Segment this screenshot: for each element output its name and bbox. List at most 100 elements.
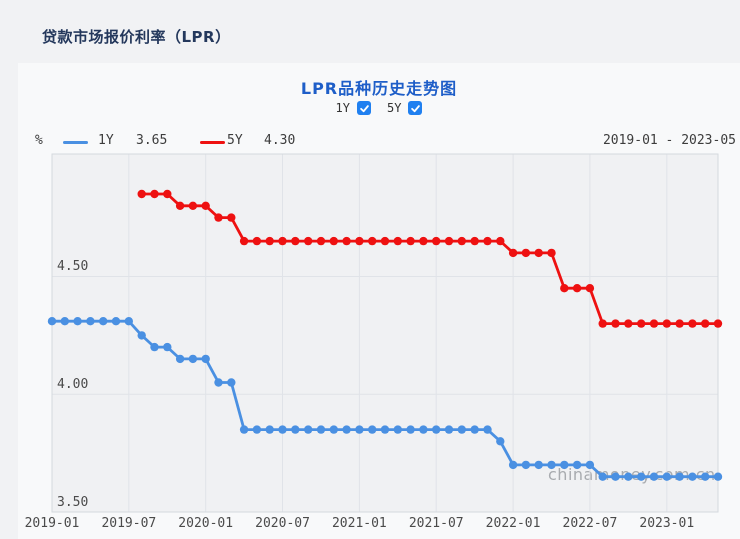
data-point-5y <box>521 248 531 258</box>
x-axis-label: 2023-01 <box>639 516 695 531</box>
data-point-5y <box>265 236 274 246</box>
y-axis-label: 4.00 <box>57 377 89 393</box>
data-point-1y <box>419 425 428 434</box>
data-point-1y <box>137 331 146 340</box>
chart-panel: LPR品种历史走势图 1Y 5Y % 1Y 3.65 5Y 4.30 20 <box>18 63 740 539</box>
data-point-1y <box>560 460 569 470</box>
data-point-1y <box>444 425 454 434</box>
data-point-5y <box>534 248 543 258</box>
data-point-5y <box>201 201 210 210</box>
data-point-1y <box>163 342 172 352</box>
chart-title: LPR品种历史走势图 <box>300 79 458 98</box>
data-point-1y <box>60 317 69 326</box>
legend-line-5y-icon <box>200 141 225 144</box>
x-axis-label: 2022-07 <box>562 516 618 531</box>
data-point-5y <box>137 189 146 199</box>
data-point-1y <box>291 425 300 434</box>
checkbox-1y[interactable] <box>357 101 371 115</box>
data-point-1y <box>611 472 620 481</box>
data-point-5y <box>662 319 671 328</box>
toggle-1y[interactable]: 1Y <box>336 101 371 115</box>
data-point-1y <box>342 425 351 434</box>
legend-name-5y: 5Y <box>227 133 243 148</box>
x-axis: 2019-01 2019-07 2020-01 2020-07 2021-01 2021-… <box>18 516 740 532</box>
data-point-1y <box>496 437 505 446</box>
data-point-5y <box>508 248 518 258</box>
checkbox-5y[interactable] <box>408 101 423 115</box>
data-point-1y <box>124 317 133 326</box>
y-axis-unit: % <box>35 133 43 148</box>
line-chart <box>47 153 723 513</box>
data-point-5y <box>560 284 569 293</box>
data-point-5y <box>470 236 479 246</box>
data-point-1y <box>99 317 108 326</box>
data-point-1y <box>86 317 95 326</box>
data-point-5y <box>316 236 326 246</box>
x-axis-label: 2019-01 <box>24 516 80 531</box>
data-point-1y <box>701 472 710 481</box>
toggle-5y[interactable]: 5Y <box>387 101 423 115</box>
data-point-5y <box>598 319 607 328</box>
data-point-5y <box>406 236 415 246</box>
data-point-1y <box>380 425 390 434</box>
data-point-1y <box>47 317 57 326</box>
data-point-1y <box>649 472 659 481</box>
data-point-1y <box>585 460 595 470</box>
data-point-5y <box>637 319 646 328</box>
data-point-5y <box>239 236 249 246</box>
x-axis-label: 2019-07 <box>101 516 157 531</box>
data-point-1y <box>457 425 466 434</box>
data-point-5y <box>675 319 684 328</box>
x-axis-label: 2021-01 <box>331 516 387 531</box>
data-point-5y <box>649 319 659 328</box>
data-point-5y <box>611 319 620 328</box>
data-point-1y <box>329 425 338 434</box>
data-point-5y <box>483 236 492 246</box>
data-point-1y <box>470 425 479 434</box>
plot-background <box>52 154 718 512</box>
data-point-5y <box>496 236 505 246</box>
data-point-1y <box>304 425 313 434</box>
data-point-1y <box>188 354 198 364</box>
data-point-1y <box>278 425 287 434</box>
data-point-5y <box>175 201 185 210</box>
data-point-1y <box>73 317 82 326</box>
series-toggle-row: 1Y 5Y <box>18 101 740 115</box>
data-point-1y <box>252 425 262 434</box>
series-line-5y <box>140 192 720 326</box>
x-axis-label: 2021-07 <box>408 516 464 531</box>
data-point-5y <box>304 236 313 246</box>
data-point-1y <box>265 425 274 434</box>
data-point-5y <box>163 189 172 199</box>
data-point-1y <box>547 460 556 470</box>
data-point-1y <box>572 460 582 470</box>
y-axis-label: 4.50 <box>57 259 89 275</box>
data-point-5y <box>227 213 236 222</box>
data-point-5y <box>624 319 633 328</box>
data-point-1y <box>713 472 723 481</box>
toggle-5y-label: 5Y <box>387 101 402 115</box>
data-point-1y <box>368 425 377 434</box>
data-point-5y <box>585 284 595 293</box>
data-point-1y <box>316 425 326 434</box>
legend-value-5y: 4.30 <box>264 133 296 148</box>
data-point-1y <box>175 354 185 364</box>
date-range: 2019-01 - 2023-05 <box>602 133 736 148</box>
data-point-5y <box>329 236 338 246</box>
legend-value-1y: 3.65 <box>136 133 168 148</box>
data-point-1y <box>637 472 646 481</box>
x-axis-label: 2020-01 <box>178 516 234 531</box>
legend-line-1y-icon <box>63 141 88 144</box>
data-point-5y <box>252 236 262 246</box>
data-point-5y <box>444 236 454 246</box>
data-point-1y <box>432 425 441 434</box>
data-point-5y <box>342 236 351 246</box>
data-point-1y <box>534 460 543 470</box>
legend-name-1y: 1Y <box>98 133 114 148</box>
data-point-5y <box>291 236 300 246</box>
data-point-5y <box>457 236 466 246</box>
data-point-1y <box>483 425 492 434</box>
data-point-5y <box>368 236 377 246</box>
data-point-1y <box>598 472 607 481</box>
data-point-1y <box>521 460 531 470</box>
